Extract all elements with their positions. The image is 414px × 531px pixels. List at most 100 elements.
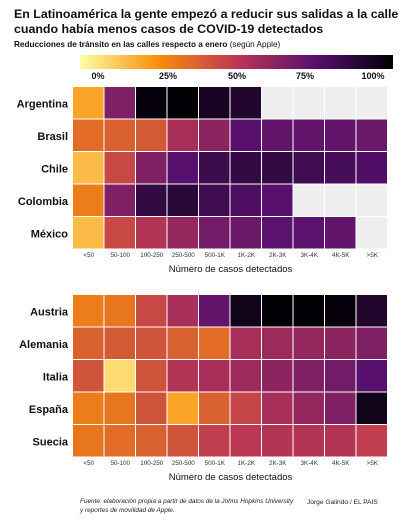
heatmap-cell (293, 217, 324, 249)
x-tick-label: 4K-5K (332, 460, 350, 467)
heatmap-cell (136, 217, 167, 249)
heatmap-cell (262, 360, 293, 392)
heatmap-cell (199, 360, 230, 392)
colorbar-title-text: Reducciones de tránsito en las calles re… (14, 40, 228, 49)
colorbar-tick: 100% (361, 71, 385, 81)
heatmap-cell (230, 217, 261, 249)
heatmap-cell (104, 327, 135, 359)
x-tick-label: 1K-2K (237, 460, 255, 467)
heatmap-cell (73, 152, 104, 184)
heatmap-cell (356, 360, 387, 392)
heatmap-cell (167, 87, 198, 119)
heatmap-cell (199, 217, 230, 249)
heatmap-cell (325, 295, 356, 327)
heatmap-cell (262, 184, 293, 216)
x-tick-label: 3K-4K (300, 460, 318, 467)
heatmap-cell (73, 184, 104, 216)
heatmap-cell (73, 119, 104, 151)
x-tick-label: 100-250 (140, 460, 164, 467)
heatmap-cell (356, 295, 387, 327)
colorbar-title-source: (según Apple) (229, 40, 281, 49)
colorbar (80, 55, 393, 69)
colorbar-tick: 25% (158, 71, 178, 81)
heatmap-cell (167, 184, 198, 216)
x-tick-label: 3K-4K (300, 252, 318, 259)
colorbar-tick: 0% (91, 71, 105, 81)
heatmap-cell (104, 217, 135, 249)
heatmap-cell (325, 152, 356, 184)
heatmap-cell (136, 87, 167, 119)
author-credit: Jorge Galindo / EL PAIS (307, 499, 378, 506)
heatmap-cell (104, 87, 135, 119)
colorbar-tick: 75% (295, 71, 315, 81)
heatmap-cell (325, 425, 356, 457)
heatmap-cell (230, 152, 261, 184)
x-tick-label: 100-250 (140, 252, 164, 259)
heatmap-cell (325, 392, 356, 424)
heatmap-cell (230, 87, 261, 119)
heatmap-cell (262, 327, 293, 359)
heatmap-cell (230, 425, 261, 457)
heatmap-cell (167, 425, 198, 457)
heatmap-cell (325, 119, 356, 151)
heatmap-cell (73, 360, 104, 392)
heatmap-cell (356, 217, 387, 249)
heatmap-cell (199, 152, 230, 184)
chart-title: En Latinoamérica la gente empezó a reduc… (14, 7, 399, 36)
x-tick-label: 2K-3K (269, 460, 287, 467)
heatmap-cell (262, 392, 293, 424)
heatmap-cell (167, 360, 198, 392)
source-note: Fuente: elaboración propia a partir de d… (80, 498, 294, 514)
heatmap-cell (356, 392, 387, 424)
heatmap-cell (167, 152, 198, 184)
heatmap-cell (230, 392, 261, 424)
x-axis-title: Número de casos detectados (169, 472, 293, 483)
heatmap-cell (356, 184, 387, 216)
x-tick-label: 500-1K (205, 460, 226, 467)
heatmap-cell (104, 152, 135, 184)
x-tick-label: 250-500 (172, 460, 196, 467)
heatmap-cell (230, 360, 261, 392)
heatmap-cell (356, 87, 387, 119)
row-label: Italia (43, 371, 69, 383)
heatmap-cell (199, 87, 230, 119)
heatmap-cell (199, 425, 230, 457)
row-label: México (31, 228, 69, 240)
heatmap-cell (104, 360, 135, 392)
heatmap-cell (356, 425, 387, 457)
row-label: España (29, 404, 69, 416)
heatmap-cell (262, 295, 293, 327)
heatmap-cell (293, 392, 324, 424)
heatmap-cell (293, 184, 324, 216)
x-tick-label: 2K-3K (269, 252, 287, 259)
x-tick-label: 50-100 (110, 252, 130, 259)
x-axis-title: Número de casos detectados (169, 264, 293, 275)
heatmap-cell (356, 327, 387, 359)
heatmap-cell (104, 392, 135, 424)
heatmap-cell (104, 184, 135, 216)
heatmap-cell (293, 87, 324, 119)
heatmap-cell (293, 152, 324, 184)
x-tick-label: >5K (367, 252, 379, 259)
heatmap-cell (356, 152, 387, 184)
heatmap-cell (262, 152, 293, 184)
heatmap-cell (325, 360, 356, 392)
heatmap-cell (73, 217, 104, 249)
heatmap-cell (325, 184, 356, 216)
heatmap-cell (199, 392, 230, 424)
heatmap-cell (199, 327, 230, 359)
heatmap-cell (293, 295, 324, 327)
heatmap-cell (167, 119, 198, 151)
heatmap-cell (167, 217, 198, 249)
heatmap-cell (167, 392, 198, 424)
x-tick-label: >5K (367, 460, 379, 467)
row-label: Suecia (33, 436, 69, 448)
row-label: Alemania (19, 339, 69, 351)
heatmap-cell (325, 327, 356, 359)
heatmap-cell (167, 295, 198, 327)
heatmap-cell (104, 295, 135, 327)
heatmap-cell (73, 392, 104, 424)
heatmap-cell (73, 295, 104, 327)
heatmap-cell (325, 217, 356, 249)
heatmap-cell (136, 152, 167, 184)
